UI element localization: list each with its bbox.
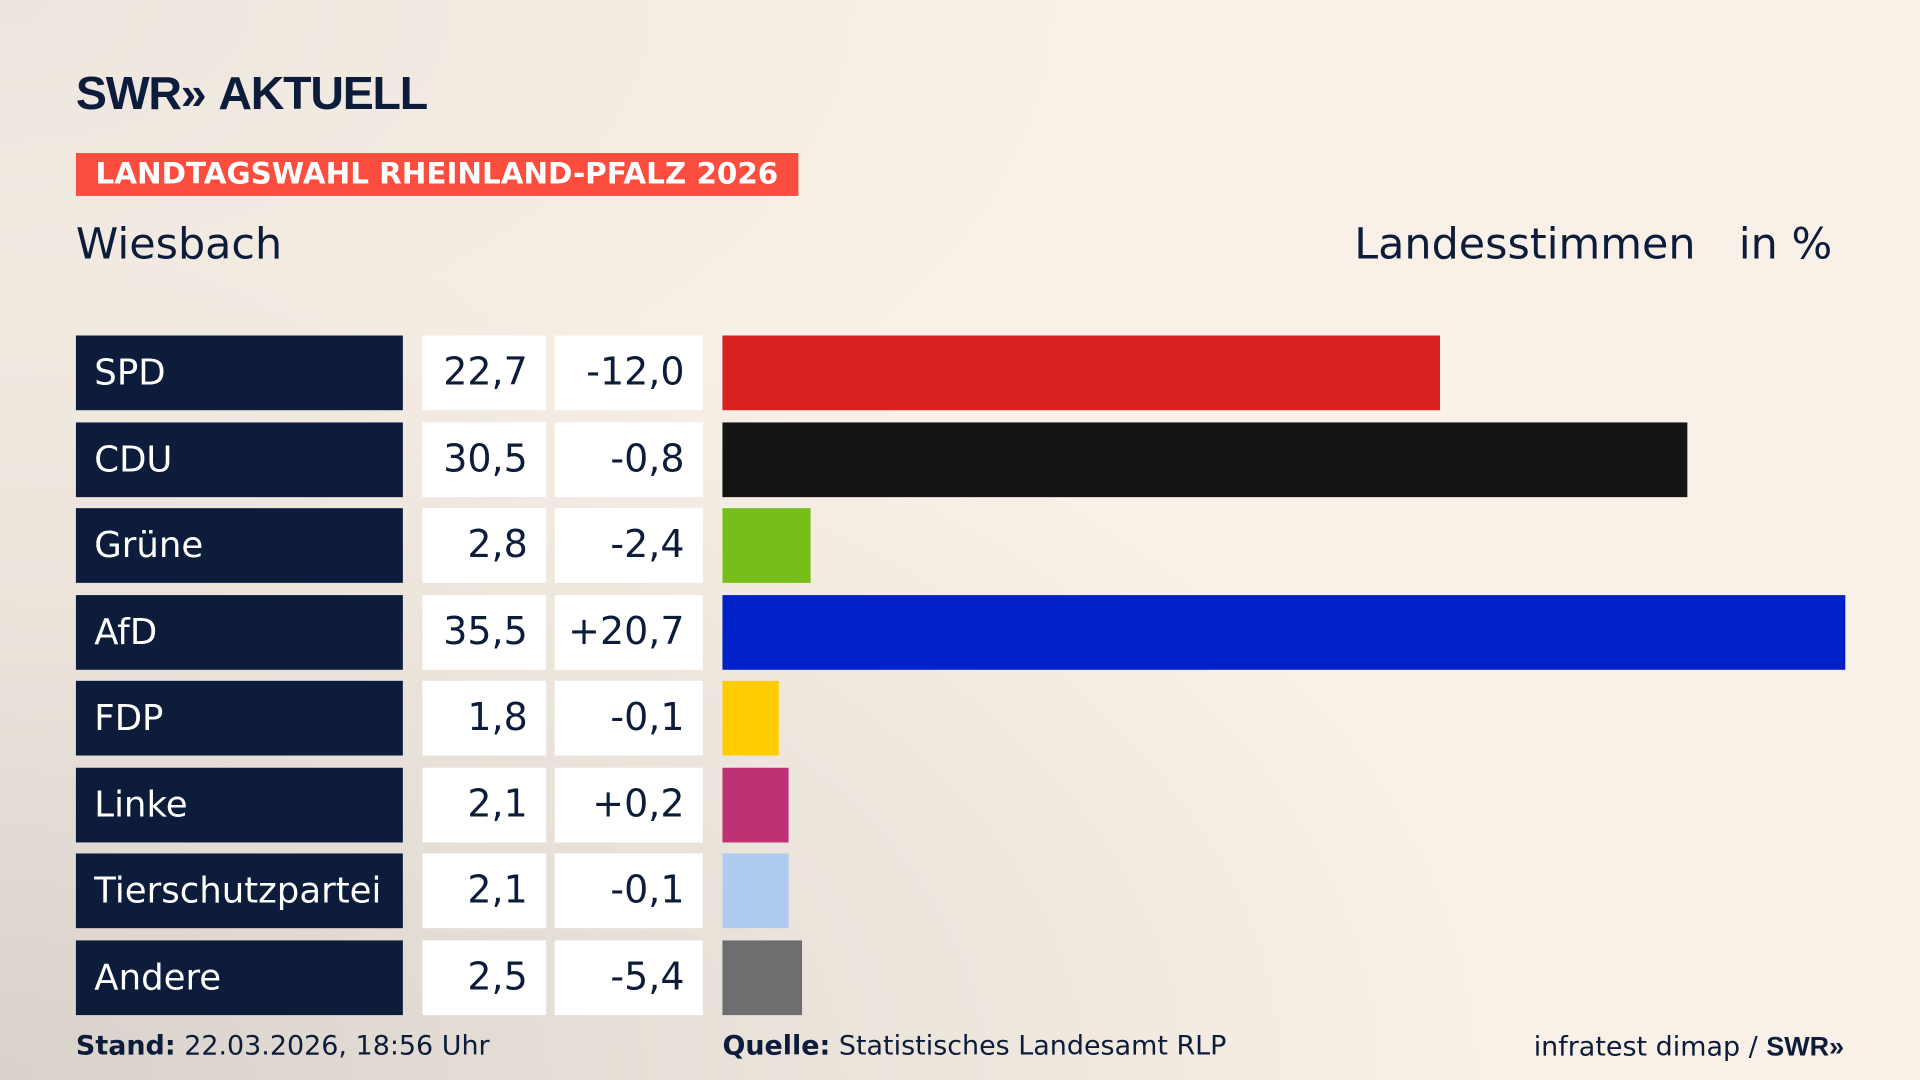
party-label: Andere — [75, 939, 403, 1015]
source-label: Quelle: — [722, 1031, 831, 1062]
place-title: Wiesbach — [75, 220, 283, 270]
bar-grüne — [722, 508, 811, 583]
value-label: 2,1 — [422, 767, 547, 842]
party-label: Tierschutzpartei — [75, 853, 403, 929]
stand-label: Stand: — [75, 1031, 176, 1062]
party-label: AfD — [75, 594, 403, 670]
stand-value: 22.03.2026, 18:56 Uhr — [184, 1031, 490, 1062]
stand: Stand: 22.03.2026, 18:56 Uhr — [76, 1031, 490, 1062]
bar-afd — [722, 594, 1846, 670]
party-label: Linke — [75, 767, 403, 842]
party-label: SPD — [75, 335, 403, 411]
party-label: CDU — [75, 421, 403, 497]
diff-label: +0,2 — [554, 767, 703, 842]
diff-label: -2,4 — [554, 508, 703, 583]
diff-label: +20,7 — [554, 594, 703, 670]
value-label: 2,5 — [422, 939, 547, 1015]
source: Quelle: Statistisches Landesamt RLP — [722, 1031, 1226, 1062]
bar-spd — [722, 335, 1441, 411]
bar-cdu — [722, 421, 1688, 497]
party-label: FDP — [75, 680, 403, 756]
bar-fdp — [722, 680, 780, 756]
source-value: Statistisches Landesamt RLP — [838, 1031, 1227, 1062]
swr-logo: SWR» — [1766, 1031, 1845, 1062]
bar-tierschutzpartei — [722, 853, 789, 929]
unit-label: in % — [1738, 220, 1833, 270]
party-label: Grüne — [75, 508, 403, 583]
value-label: 22,7 — [422, 335, 547, 411]
diff-label: -12,0 — [554, 335, 703, 411]
credit-text: infratest dimap / — [1533, 1032, 1767, 1063]
value-label: 30,5 — [422, 421, 547, 497]
bar-linke — [722, 767, 789, 842]
value-label: 1,8 — [422, 680, 547, 756]
value-label: 2,8 — [422, 508, 547, 583]
swr-aktuell-logo: SWR» AKTUELL — [75, 68, 428, 121]
election-banner: LANDTAGSWAHL RHEINLAND-PFALZ 2026 — [75, 153, 798, 196]
credit: infratest dimap / SWR» — [1534, 1031, 1844, 1063]
diff-label: -0,1 — [554, 680, 703, 756]
diff-label: -0,1 — [554, 853, 703, 929]
value-label: 2,1 — [422, 853, 547, 929]
value-label: 35,5 — [422, 594, 547, 670]
bar-andere — [722, 939, 802, 1015]
vote-type: Landesstimmen — [1354, 220, 1696, 270]
diff-label: -0,8 — [554, 421, 703, 497]
diff-label: -5,4 — [554, 939, 703, 1015]
